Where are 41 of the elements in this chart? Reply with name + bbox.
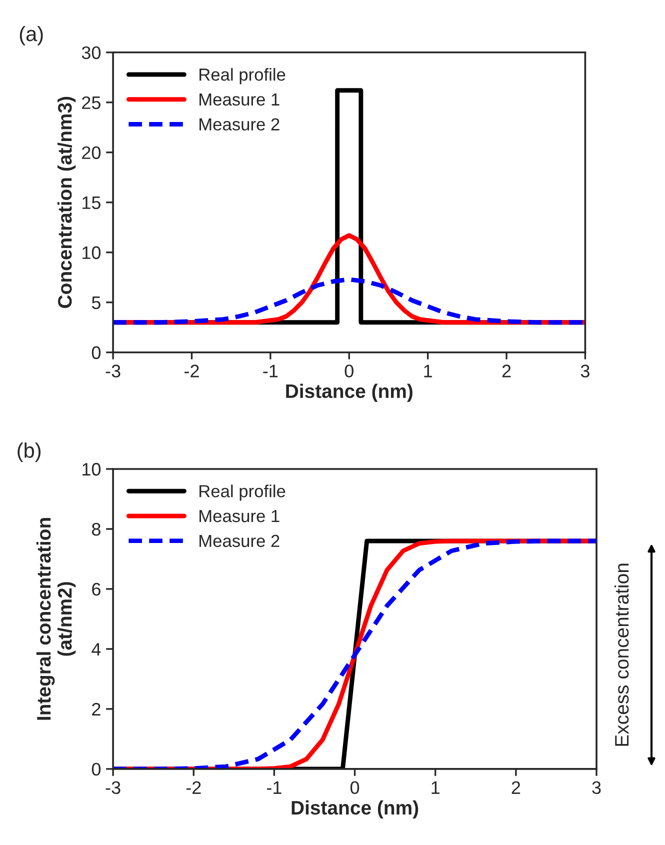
- x-axis-title: Distance (nm): [292, 800, 418, 818]
- y-tick-label: 30: [82, 46, 101, 60]
- x-tick-label: -1: [266, 781, 282, 794]
- y-tick-label: 15: [82, 196, 100, 210]
- y-tick-label: 25: [82, 96, 100, 110]
- y-tick-label: 5: [92, 296, 100, 310]
- chart-title: (b): [18, 442, 41, 462]
- annotation: Excess concentration: [614, 564, 629, 746]
- y-tick-label: 10: [82, 246, 101, 260]
- x-tick-label: 2: [512, 781, 520, 794]
- legend-label: Real profile: [200, 68, 286, 84]
- chart-title: (a): [20, 26, 43, 46]
- y-tick-label: 10: [82, 462, 101, 476]
- legend-label: Measure 1: [200, 510, 280, 522]
- y-axis-title: Concentration (at/nm3): [57, 96, 76, 308]
- y-tick-label: 4: [92, 643, 101, 656]
- x-tick-label: 3: [580, 364, 590, 378]
- y-tick-label: 20: [82, 146, 101, 160]
- x-tick-label: 1: [432, 781, 440, 794]
- x-tick-label: -1: [263, 364, 278, 378]
- y-tick-label: 0: [92, 346, 101, 360]
- x-tick-label: 0: [350, 781, 360, 794]
- y-tick-label: 0: [92, 762, 101, 776]
- x-tick-label: -3: [106, 364, 120, 378]
- x-tick-label: -3: [106, 781, 120, 794]
- x-tick-label: -2: [184, 364, 199, 378]
- legend-label: Measure 2: [200, 534, 280, 548]
- x-tick-label: 3: [592, 781, 601, 794]
- y-tick-label: 2: [92, 702, 100, 716]
- x-tick-label: 2: [502, 364, 511, 378]
- x-tick-label: 1: [424, 364, 432, 378]
- x-tick-label: 0: [344, 364, 354, 378]
- legend-label: Measure 1: [200, 94, 280, 106]
- y-tick-label: 6: [92, 582, 100, 596]
- legend-label: Measure 2: [200, 118, 280, 130]
- y-axis-title: Integral concentration (at/nm2): [36, 518, 76, 720]
- legend-label: Real profile: [200, 484, 286, 501]
- x-axis-title: Distance (nm): [286, 384, 412, 402]
- x-tick-label: -2: [186, 781, 201, 794]
- line-series: [113, 277, 586, 325]
- y-tick-label: 8: [92, 522, 100, 536]
